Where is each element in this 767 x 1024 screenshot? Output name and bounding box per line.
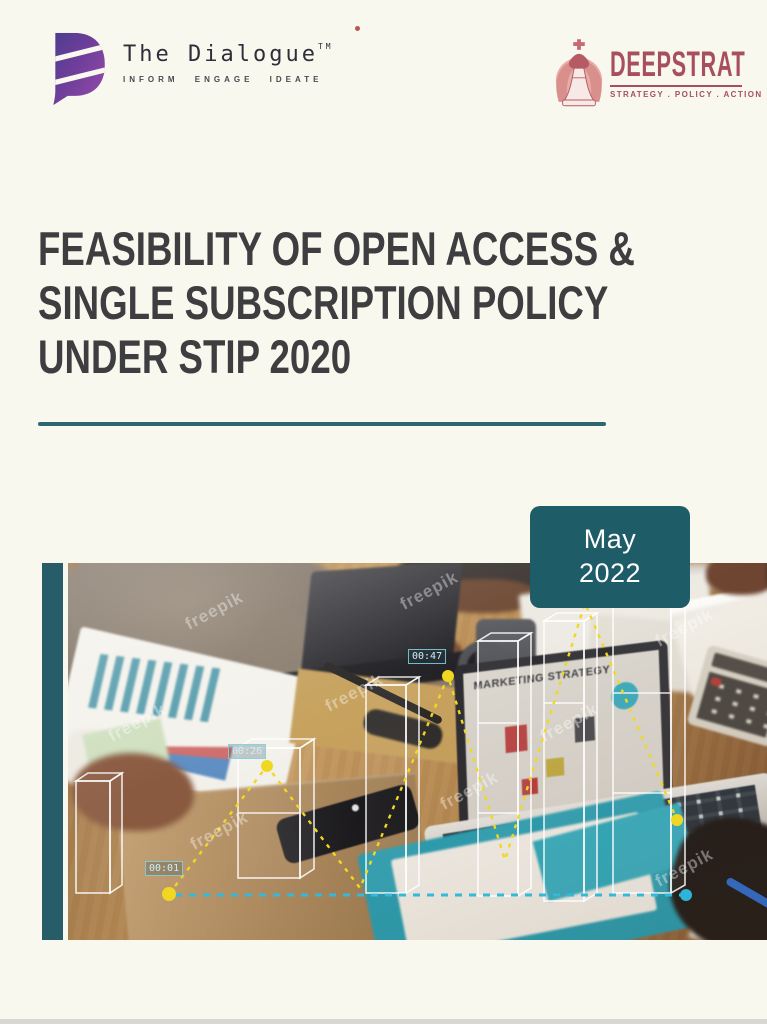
- left-accent-bar: [42, 563, 63, 940]
- deepstrat-name: DEEPSTRAT: [610, 45, 746, 84]
- badge-month: May: [583, 524, 637, 554]
- time-label: 00:01: [145, 861, 184, 876]
- the-dialogue-name: The DialogueTM: [123, 42, 334, 67]
- the-dialogue-logo: The DialogueTM INFORM ENGAGE IDEATE: [45, 30, 334, 108]
- speech-bubble-d-icon: [53, 32, 105, 106]
- deepstrat-tagline: STRATEGY . POLICY . ACTION: [610, 85, 761, 99]
- chess-king-icon: [555, 39, 603, 107]
- badge-year: 2022: [578, 558, 642, 588]
- title-line-2: SINGLE SUBSCRIPTION POLICY: [38, 276, 609, 329]
- the-dialogue-wordmark: The DialogueTM INFORM ENGAGE IDEATE: [123, 42, 334, 84]
- cover-photo: MARKETING STRATEGY: [68, 563, 767, 940]
- header: The DialogueTM INFORM ENGAGE IDEATE DEEP…: [0, 0, 767, 140]
- wireframe-bar-chart-overlay: [73, 595, 692, 903]
- deepstrat-logo: DEEPSTRAT STRATEGY . POLICY . ACTION: [552, 38, 767, 108]
- title-divider: [38, 422, 606, 426]
- title-line-3: UNDER STIP 2020: [38, 330, 352, 383]
- time-label: 00:26: [228, 744, 267, 759]
- deepstrat-wordmark: DEEPSTRAT STRATEGY . POLICY . ACTION: [610, 45, 767, 99]
- title-line-1: FEASIBILITY OF OPEN ACCESS &: [38, 222, 635, 275]
- date-badge: May 2022: [530, 506, 690, 608]
- bottom-edge-strip: [0, 1019, 767, 1024]
- the-dialogue-tagline: INFORM ENGAGE IDEATE: [123, 75, 323, 84]
- person-right-hands: [706, 563, 767, 595]
- time-label: 00:47: [408, 649, 447, 664]
- hand-holding-cup: [72, 753, 194, 831]
- red-speck-mark: [355, 26, 360, 31]
- report-title: FEASIBILITY OF OPEN ACCESS & SINGLE SUBS…: [38, 222, 635, 384]
- trademark-symbol: TM: [317, 42, 334, 51]
